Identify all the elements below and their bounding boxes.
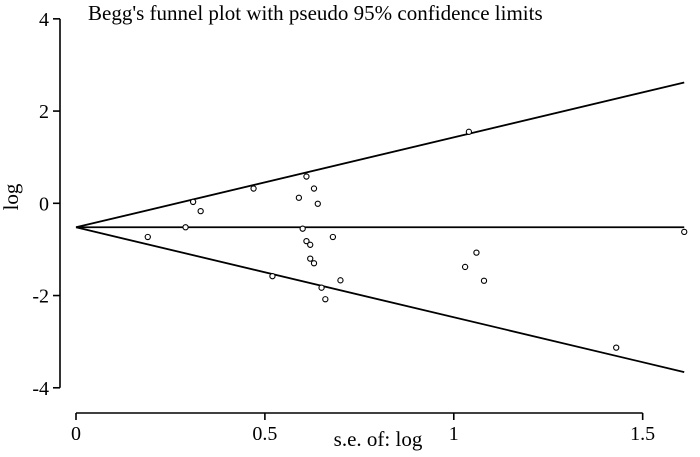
chart-title: Begg's funnel plot with pseudo 95% confi… — [88, 1, 543, 25]
data-point-6 — [295, 194, 303, 201]
data-point-3 — [197, 207, 204, 215]
data-point-1 — [182, 224, 189, 231]
y-tick-label-1: 2 — [39, 101, 49, 123]
upper-confidence-limit — [75, 81, 685, 229]
data-point-14 — [314, 200, 321, 207]
data-point-9 — [303, 173, 310, 180]
y-tick-label-4: -4 — [32, 378, 49, 400]
data-points — [144, 128, 688, 351]
data-point-11 — [307, 255, 314, 262]
x-axis-label: s.e. of: log — [334, 427, 423, 451]
data-point-20 — [465, 128, 473, 135]
data-point-16 — [322, 296, 329, 303]
data-point-21 — [473, 249, 480, 256]
x-tick-label-2: 1 — [449, 423, 459, 445]
data-point-15 — [318, 284, 325, 291]
plot-lines — [75, 81, 685, 373]
x-tick-label-3: 1.5 — [630, 423, 655, 445]
data-point-19 — [461, 263, 469, 271]
data-point-23 — [613, 344, 620, 351]
y-tick-label-0: 4 — [39, 9, 49, 31]
data-point-10 — [307, 241, 314, 248]
axes: 4 2 0 -2 -4 0 0.5 1 1.5 — [32, 9, 655, 445]
data-point-13 — [310, 260, 318, 267]
y-tick-label-3: -2 — [32, 286, 49, 308]
data-point-7 — [299, 225, 306, 232]
x-tick-label-0: 0 — [71, 423, 81, 445]
lower-confidence-limit — [75, 226, 685, 373]
data-point-2 — [189, 198, 197, 206]
data-point-4 — [250, 185, 257, 192]
x-tick-label-1: 0.5 — [252, 423, 277, 445]
data-point-5 — [269, 273, 276, 280]
data-point-0 — [144, 233, 151, 241]
data-point-8 — [303, 237, 310, 245]
data-point-22 — [480, 277, 488, 284]
data-point-24 — [681, 228, 688, 236]
y-axis-label: log — [0, 183, 23, 210]
y-tick-label-2: 0 — [39, 193, 49, 215]
data-point-12 — [310, 185, 318, 192]
data-point-18 — [337, 277, 344, 284]
data-point-17 — [329, 233, 337, 241]
